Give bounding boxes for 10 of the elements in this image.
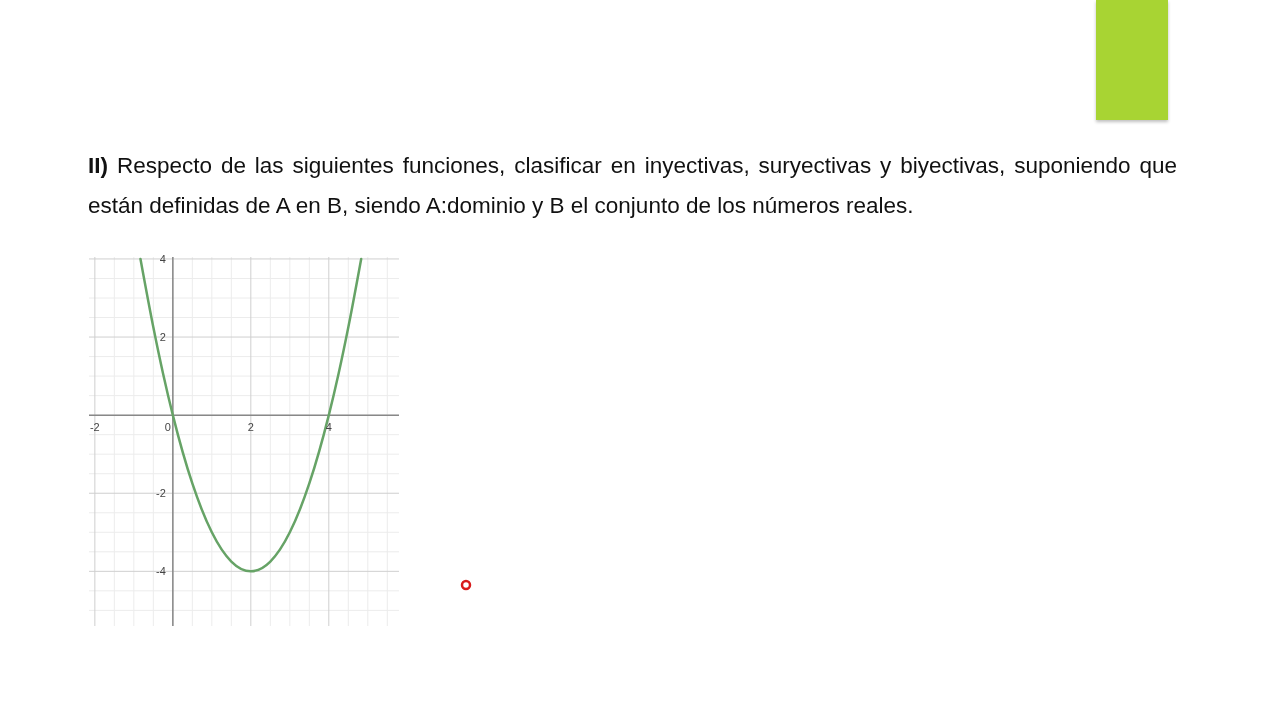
y-tick-label: -4 bbox=[156, 565, 166, 578]
text: II) Respecto de las siguientes funciones, clasificar en inyectivas, suryectivas y biyectivas, suponiendo que están definidas de A en B, siendo A:dominio y B el conjunto de los números reales. bbox=[88, 152, 1177, 220]
y-tick-label: 4 bbox=[159, 252, 166, 265]
x-tick-label: -2 bbox=[89, 421, 100, 434]
y-tick-label: -2 bbox=[156, 487, 166, 500]
x-tick-label: 0 bbox=[164, 421, 171, 434]
line-series bbox=[139, 257, 363, 573]
x-tick-label: 4 bbox=[325, 421, 332, 434]
y-tick-label: 2 bbox=[159, 331, 166, 344]
x-tick-label: 2 bbox=[247, 421, 254, 434]
